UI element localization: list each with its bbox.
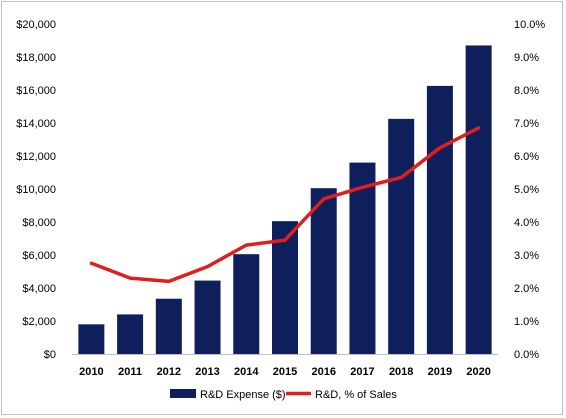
x-axis-categories: 2010 2011 2012 2013 2014 2015 2016 2017 2018 2019… (79, 366, 491, 378)
left-tick-label: $10,000 (16, 184, 56, 196)
bar-series (78, 45, 492, 354)
left-axis: $0 $2,000 $4,000 $6,000 $8,000 $10,000 $12,000… (16, 19, 56, 361)
right-tick-label: 3.0% (514, 250, 539, 262)
right-tick-label: 4.0% (514, 217, 539, 229)
category-label: 2018 (389, 366, 413, 378)
bar (194, 280, 221, 354)
category-label: 2013 (195, 366, 219, 378)
legend-label-bar: R&D Expense ($) (200, 389, 286, 401)
category-label: 2016 (311, 366, 335, 378)
bar (349, 162, 376, 354)
bar (426, 85, 453, 354)
left-tick-label: $6,000 (22, 250, 56, 262)
left-tick-label: $20,000 (16, 19, 56, 31)
left-tick-label: $12,000 (16, 151, 56, 163)
right-tick-label: 5.0% (514, 184, 539, 196)
right-tick-label: 9.0% (514, 52, 539, 64)
left-tick-label: $14,000 (16, 118, 56, 130)
series-line (89, 126, 481, 284)
right-tick-label: 6.0% (514, 151, 539, 163)
bar (310, 188, 337, 354)
category-label: 2017 (350, 366, 374, 378)
bar (272, 221, 298, 354)
bar (388, 118, 415, 354)
left-tick-label: $16,000 (16, 85, 56, 97)
category-label: 2020 (466, 366, 490, 378)
legend-swatch-bar (170, 389, 196, 398)
category-label: 2019 (428, 366, 452, 378)
right-tick-label: 7.0% (514, 118, 539, 130)
right-tick-label: 8.0% (514, 85, 539, 97)
bar (155, 298, 182, 354)
right-tick-label: 0.0% (514, 349, 539, 361)
category-label: 2012 (157, 366, 181, 378)
left-tick-label: $2,000 (22, 316, 56, 328)
left-tick-label: $8,000 (22, 217, 56, 229)
right-tick-label: 2.0% (514, 283, 539, 295)
left-tick-label: $4,000 (22, 283, 56, 295)
category-label: 2014 (234, 366, 259, 378)
left-tick-label: $0 (44, 349, 56, 361)
legend-label-line: R&D, % of Sales (315, 389, 397, 401)
category-label: 2010 (79, 366, 103, 378)
left-tick-label: $18,000 (16, 52, 56, 64)
right-tick-label: 10.0% (514, 19, 545, 31)
right-tick-label: 1.0% (514, 316, 539, 328)
bar (233, 254, 260, 354)
category-label: 2011 (118, 366, 142, 378)
category-label: 2015 (273, 366, 297, 378)
bar (465, 45, 492, 354)
bar (117, 314, 144, 354)
legend: R&D Expense ($) R&D, % of Sales (170, 389, 397, 401)
right-axis: 0.0% 1.0% 2.0% 3.0% 4.0% 5.0% 6.0% 7.0% 8.0% 9.0%… (514, 19, 545, 361)
line-series (89, 126, 481, 284)
bar (78, 324, 105, 354)
